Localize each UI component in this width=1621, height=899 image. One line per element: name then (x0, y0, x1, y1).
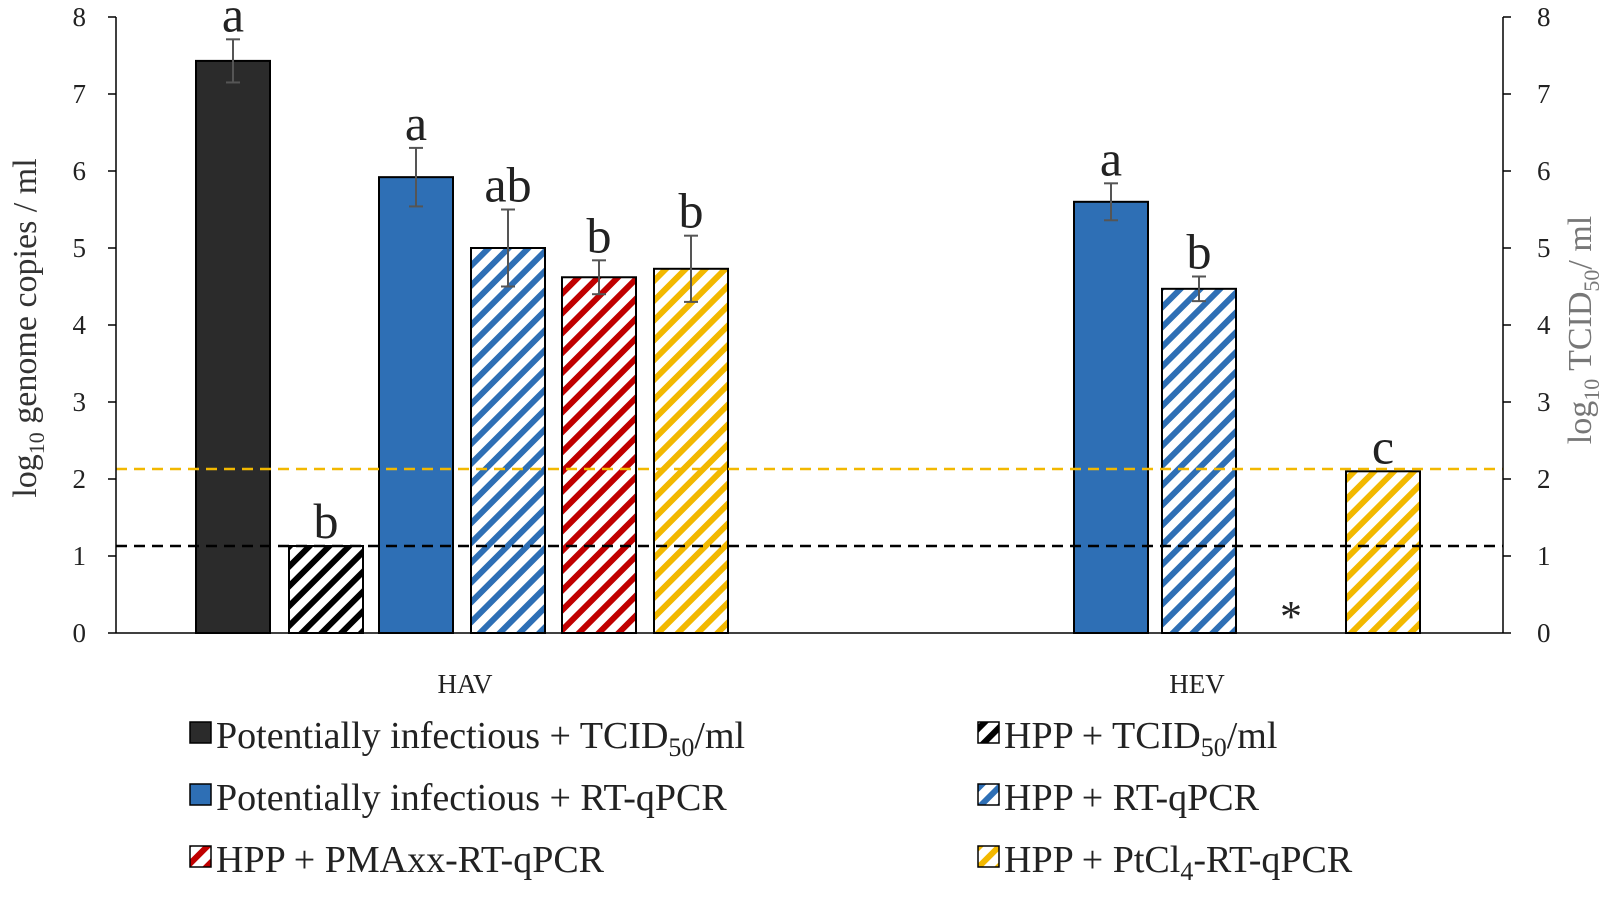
y-axis-title-right: log10 TCID50/ ml (1562, 216, 1604, 445)
y-tick-label-left: 7 (73, 79, 87, 109)
legend-swatch (189, 721, 212, 744)
y-tick-label-right: 3 (1537, 387, 1551, 417)
bar (1345, 470, 1421, 634)
y-tick-label-left: 3 (73, 387, 87, 417)
y-tick-label-right: 1 (1537, 541, 1551, 571)
significance-letter: b (1187, 223, 1212, 279)
bar (561, 276, 637, 634)
legend-item: Potentially infectious + RT-qPCR (189, 777, 727, 819)
bar (470, 247, 546, 634)
legend-label: HPP + TCID50/ml (1004, 715, 1277, 762)
legend: Potentially infectious + TCID50/ml HPP + … (189, 715, 1353, 886)
significance-letter: c (1372, 418, 1394, 474)
axes: 0 0 1 1 2 2 3 3 4 4 5 5 6 6 7 7 8 8 log10 genome copies / … (7, 2, 1604, 699)
y-tick-label-left: 5 (73, 233, 87, 263)
significance-letter: a (222, 0, 244, 42)
legend-label: HPP + RT-qPCR (1004, 777, 1260, 819)
significance-letter: a (1100, 130, 1122, 186)
x-category-label: HEV (1169, 669, 1225, 699)
significance-letter: b (679, 183, 704, 239)
legend-swatch (977, 845, 1000, 868)
legend-item: HPP + PtCl4-RT-qPCR (977, 839, 1353, 886)
y-axis-title-left: log10 genome copies / ml (7, 158, 49, 497)
y-tick-label-left: 0 (73, 618, 87, 648)
bar (1073, 200, 1149, 635)
legend-item: HPP + PMAxx-RT-qPCR (189, 839, 605, 881)
legend-item: HPP + RT-qPCR (977, 777, 1260, 819)
y-tick-label-right: 8 (1537, 2, 1551, 32)
y-tick-label-left: 6 (73, 156, 87, 186)
not-detected-marker: * (1280, 592, 1302, 641)
legend-swatch (977, 783, 1000, 806)
bar (653, 267, 729, 634)
legend-item: Potentially infectious + TCID50/ml (189, 715, 745, 762)
y-tick-label-right: 2 (1537, 464, 1551, 494)
y-tick-label-right: 6 (1537, 156, 1551, 186)
y-tick-label-right: 5 (1537, 233, 1551, 263)
significance-letter: a (405, 95, 427, 151)
significance-letter: ab (484, 157, 531, 213)
bar (1161, 287, 1237, 634)
legend-label: HPP + PtCl4-RT-qPCR (1004, 839, 1353, 886)
legend-swatch (189, 845, 212, 868)
significance-letter: b (314, 493, 339, 549)
legend-label: Potentially infectious + RT-qPCR (216, 777, 727, 819)
x-category-label: HAV (437, 669, 493, 699)
y-tick-label-right: 7 (1537, 79, 1551, 109)
significance-letter: b (587, 207, 612, 263)
legend-item: HPP + TCID50/ml (977, 715, 1277, 762)
bar (378, 176, 454, 634)
legend-swatch (977, 721, 1000, 744)
y-tick-label-right: 4 (1537, 310, 1551, 340)
y-tick-label-left: 2 (73, 464, 87, 494)
y-tick-label-right: 0 (1537, 618, 1551, 648)
y-tick-label-left: 1 (73, 541, 87, 571)
legend-label: Potentially infectious + TCID50/ml (216, 715, 745, 762)
legend-swatch (189, 783, 212, 806)
y-tick-label-left: 4 (73, 310, 87, 340)
legend-label: HPP + PMAxx-RT-qPCR (216, 839, 605, 881)
bar (288, 544, 364, 634)
y-tick-label-left: 8 (73, 2, 87, 32)
bar (195, 59, 271, 634)
